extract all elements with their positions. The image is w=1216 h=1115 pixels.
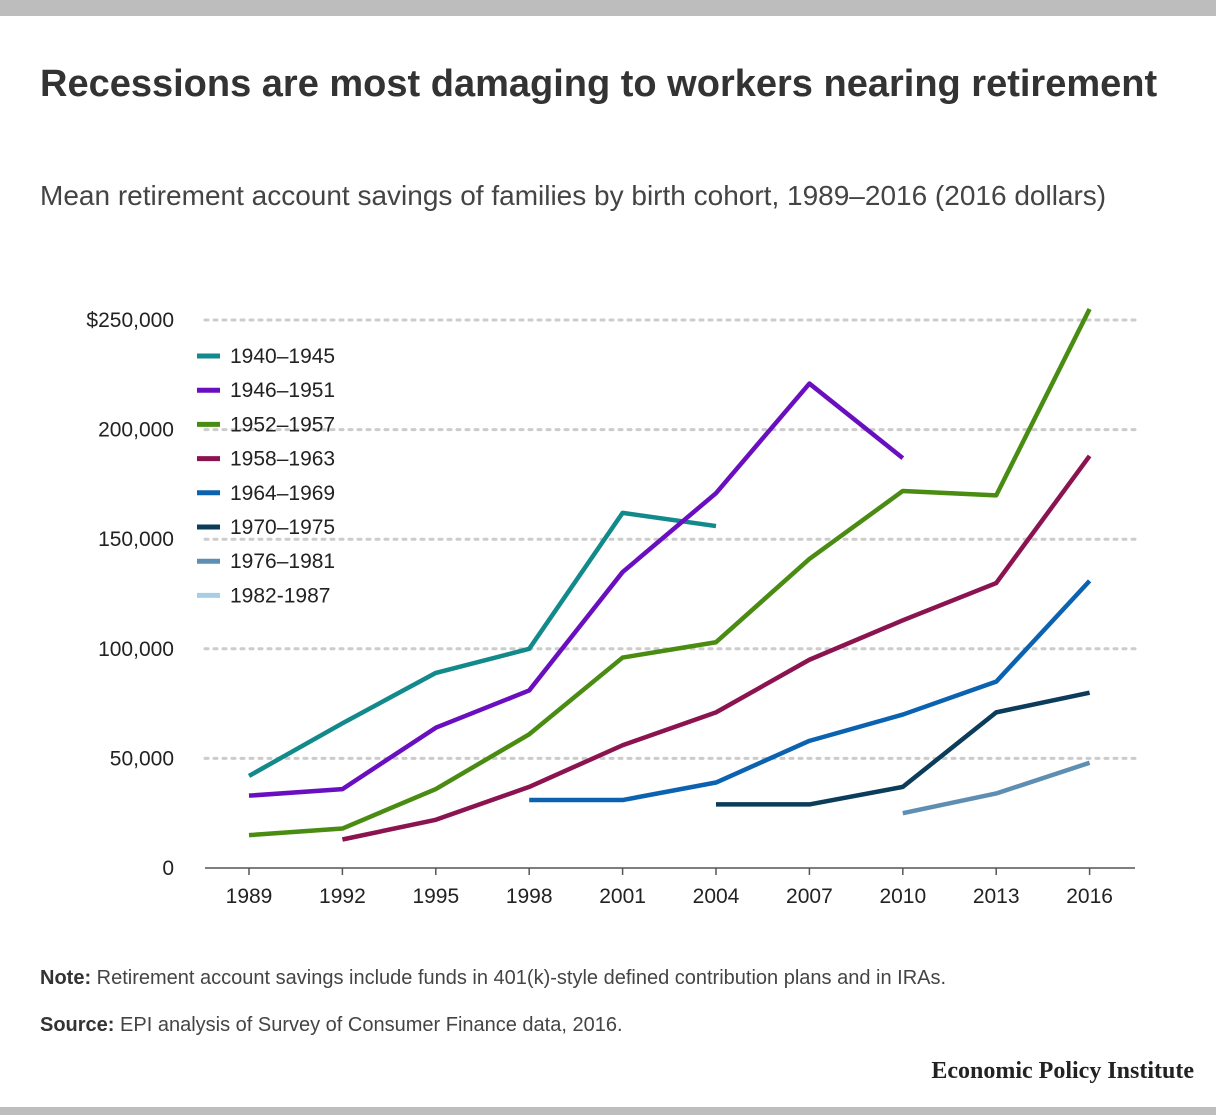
chart-title: Recessions are most damaging to workers …	[40, 63, 1158, 105]
x-tick-label: 1998	[506, 885, 553, 908]
x-tick-label: 2007	[786, 885, 833, 908]
x-tick-label: 2010	[879, 885, 926, 908]
x-tick-label: 1995	[412, 885, 459, 908]
x-tick-label: 2013	[973, 885, 1020, 908]
legend-label: 1940–1945	[230, 345, 335, 368]
series-line	[247, 510, 717, 778]
x-tick-label: 2004	[693, 885, 740, 908]
y-tick-label: 50,000	[110, 747, 174, 770]
series-line	[248, 308, 1092, 838]
source-label: Source:	[40, 1014, 115, 1036]
y-tick-label: 100,000	[98, 638, 174, 661]
chart-source: Source: EPI analysis of Survey of Consum…	[40, 1012, 1190, 1038]
chart-subtitle: Mean retirement account savings of famil…	[40, 180, 1107, 211]
publisher-logo: Economic Policy Institute	[931, 1058, 1194, 1084]
series-line	[902, 760, 1091, 816]
series-line	[529, 579, 1092, 803]
x-tick-label: 2001	[599, 885, 646, 908]
legend-label: 1982-1987	[230, 584, 330, 607]
x-tick-label: 1992	[319, 885, 366, 908]
legend-label: 1946–1951	[230, 379, 335, 402]
y-tick-label: 200,000	[98, 419, 174, 442]
legend-label: 1958–1963	[230, 448, 335, 471]
top-border-bar	[0, 0, 1216, 16]
series-line	[341, 454, 1092, 842]
note-text: Retirement account savings include funds…	[96, 967, 947, 989]
note-label: Note:	[40, 967, 92, 989]
series-line	[248, 381, 905, 798]
line-chart: 0 50,000 100,000 150,000 200,000 $250,000 1989…	[86, 308, 1137, 908]
x-tick-label: 1989	[226, 885, 273, 908]
y-tick-label: $250,000	[86, 309, 174, 332]
legend-label: 1952–1957	[230, 413, 335, 436]
legend-label: 1964–1969	[230, 482, 335, 505]
x-tick-label: 2016	[1066, 885, 1113, 908]
legend-label: 1976–1981	[230, 550, 335, 573]
bottom-border-bar	[0, 1107, 1216, 1115]
y-tick-label: 150,000	[98, 528, 174, 551]
series-line	[716, 690, 1091, 807]
chart-note: Note: Retirement account savings include…	[40, 965, 1190, 991]
y-tick-label: 0	[162, 857, 174, 880]
legend-label: 1970–1975	[230, 516, 335, 539]
source-text: EPI analysis of Survey of Consumer Finan…	[120, 1014, 623, 1036]
